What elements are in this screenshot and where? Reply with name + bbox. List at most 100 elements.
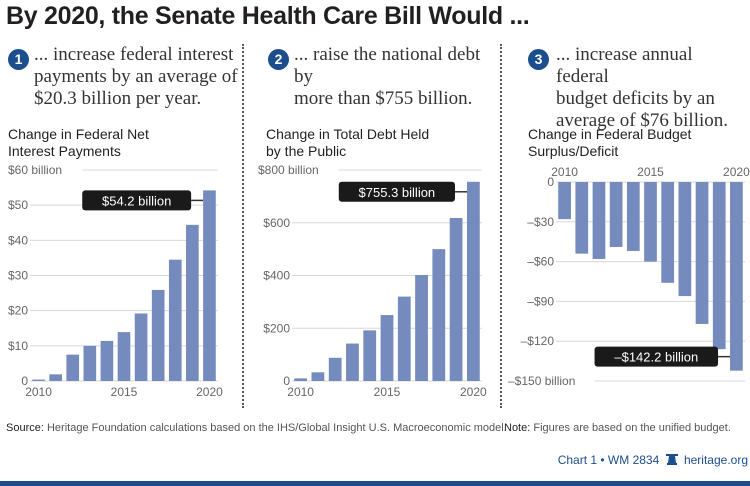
- chart-credit: Chart 1 • WM 2834 heritage.org: [558, 453, 748, 467]
- y-tick-label: –$150 billion: [508, 374, 575, 388]
- panel-budget-deficit: 3 ... increase annual federal budget def…: [504, 40, 750, 410]
- claim-text: ... increase federal interest payments b…: [34, 44, 238, 110]
- panel-interest-payments: 1 ... increase federal interest payments…: [0, 40, 242, 410]
- y-tick-label: $400: [263, 269, 290, 283]
- bar-2013: [83, 345, 97, 381]
- website-link[interactable]: heritage.org: [683, 453, 748, 467]
- bar-2018: [432, 249, 446, 381]
- x-tick-label: 2015: [374, 385, 401, 399]
- bar-2019: [712, 182, 726, 350]
- claim-line: budget deficits by an: [556, 88, 715, 109]
- y-tick-label: –$90: [527, 294, 554, 308]
- panel-debt-held: 2 ... raise the national debt by more th…: [248, 40, 498, 410]
- number-badge: 1: [8, 49, 29, 70]
- x-tick-label: 2010: [551, 165, 578, 179]
- subtitle-line: Change in Federal Net: [8, 126, 149, 142]
- claim-text: ... increase annual federal budget defic…: [556, 44, 750, 132]
- subtitle-line: Change in Federal Budget: [528, 126, 692, 142]
- subtitle-line: Surplus/Deficit: [528, 143, 619, 159]
- subtitle-line: Change in Total Debt Held: [266, 126, 430, 142]
- number-badge: 2: [268, 49, 289, 70]
- callout-label: $755.3 billion: [359, 185, 436, 200]
- x-tick-label: 2010: [287, 385, 314, 399]
- bar-2020: [203, 190, 216, 381]
- bar-2012: [592, 182, 606, 259]
- y-tick-label: 0: [283, 374, 290, 388]
- note-text: Figures are based on the unified budget.: [533, 422, 731, 434]
- x-tick-label: 2020: [460, 385, 487, 399]
- y-tick-label: $50: [8, 198, 28, 212]
- panel-divider: [500, 44, 502, 408]
- chart-subtitle: Change in Total Debt Held by the Public: [266, 126, 429, 160]
- bar-2017: [415, 274, 428, 381]
- bar-2016: [134, 313, 148, 381]
- callout-box: [338, 181, 455, 202]
- claim-line: ... increase annual federal: [556, 44, 693, 87]
- subtitle-line: Interest Payments: [8, 143, 121, 159]
- y-tick-label: $20: [8, 304, 28, 318]
- source-label: Source:: [6, 422, 44, 434]
- x-tick-label: 2020: [196, 385, 223, 399]
- subtitle-line: by the Public: [266, 143, 347, 159]
- source-note: Source: Heritage Foundation calculations…: [6, 422, 507, 434]
- bar-2011: [49, 374, 62, 381]
- y-tick-label: $800 billion: [258, 163, 319, 177]
- y-tick-label: –$30: [527, 215, 554, 229]
- y-tick-label: $600: [263, 216, 290, 230]
- y-tick-label: 0: [21, 374, 28, 388]
- source-text: Heritage Foundation calculations based o…: [46, 422, 507, 434]
- chart-subtitle: Change in Federal Budget Surplus/Deficit: [528, 126, 691, 160]
- bar-2012: [328, 357, 342, 381]
- claim-line: ... increase federal interest: [34, 44, 234, 65]
- bar-2010: [558, 182, 571, 220]
- bar-2015: [380, 315, 394, 381]
- chart-debt-held: 0 $200 $400 $600 $800 billion 2010 2015 2020 $75…: [258, 163, 487, 399]
- callout-label: –$142.2 billion: [614, 350, 698, 365]
- bar-2010: [294, 378, 308, 381]
- bottom-bar: [0, 481, 750, 486]
- claim-text: ... raise the national debt by more than…: [294, 44, 498, 110]
- chart-subtitle: Change in Federal Net Interest Payments: [8, 126, 149, 160]
- x-tick-label: 2015: [637, 165, 664, 179]
- claim-line: more than $755 billion.: [294, 88, 473, 109]
- footnote: Note: Figures are based on the unified b…: [504, 422, 731, 434]
- bar-2014: [626, 182, 640, 251]
- callout-box: [82, 190, 192, 211]
- bar-2020: [730, 182, 743, 371]
- y-tick-label: $40: [8, 233, 28, 247]
- y-tick-label: $10: [8, 339, 28, 353]
- claim-line: $20.3 billion per year.: [34, 88, 202, 109]
- bar-2017: [151, 289, 165, 381]
- claim-line: ... raise the national debt by: [294, 44, 481, 87]
- bar-2013: [346, 343, 359, 381]
- y-tick-label: 0: [547, 175, 554, 189]
- bar-2014: [363, 330, 377, 381]
- bar-2019: [186, 224, 199, 381]
- bar-2013: [609, 182, 623, 248]
- bar-2020: [466, 181, 480, 381]
- bar-2015: [117, 332, 131, 381]
- bar-2018: [695, 182, 709, 324]
- x-tick-label: 2020: [723, 165, 750, 179]
- y-tick-label: $30: [8, 269, 28, 283]
- y-tick-label: $200: [263, 321, 290, 335]
- callout-box: [594, 346, 719, 367]
- bar-2019: [449, 218, 463, 381]
- chart-title: By 2020, the Senate Health Care Bill Wou…: [6, 2, 530, 30]
- bar-2016: [397, 296, 411, 381]
- note-label: Note:: [504, 422, 531, 434]
- y-tick-label: –$60: [527, 255, 554, 269]
- bar-2016: [661, 182, 675, 283]
- bar-2012: [66, 354, 80, 381]
- claim-line: payments by an average of: [34, 66, 238, 87]
- bar-2018: [168, 259, 182, 381]
- claim-line: average of $76 billion.: [556, 110, 729, 131]
- bar-2015: [644, 182, 657, 262]
- y-tick-label: –$120: [521, 334, 555, 348]
- panel-divider: [242, 44, 244, 408]
- x-tick-label: 2010: [25, 385, 52, 399]
- bar-2017: [678, 182, 692, 297]
- bar-2014: [100, 340, 114, 381]
- y-tick-label: $60 billion: [8, 163, 62, 177]
- x-tick-label: 2015: [111, 385, 138, 399]
